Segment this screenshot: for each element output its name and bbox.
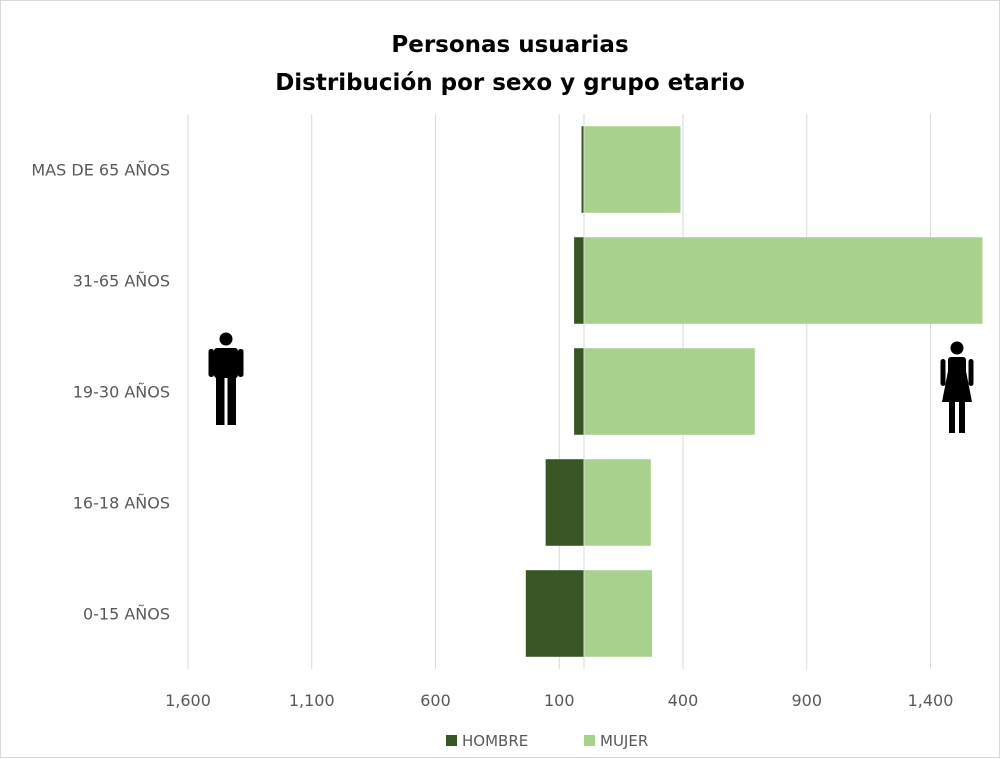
x-axis-tick-labels: 1,600 1,100 600 100 400 900 1,400: [165, 691, 953, 710]
bar-hombre-0: [581, 126, 584, 213]
legend-label-mujer: MUJER: [600, 732, 648, 750]
bar-hombre-3: [545, 459, 584, 546]
x-tick-label: 1,400: [908, 691, 954, 710]
category-label-4: 0-15 AÑOS: [83, 605, 170, 624]
x-tick-label: 100: [544, 691, 575, 710]
legend-swatch-mujer: [584, 735, 595, 746]
legend-label-hombre: HOMBRE: [462, 732, 528, 750]
x-tick-label: 600: [420, 691, 451, 710]
category-label-3: 16-18 AÑOS: [73, 494, 170, 513]
x-tick-label: 900: [791, 691, 822, 710]
legend: HOMBRE MUJER: [446, 732, 648, 750]
female-person-icon: [940, 341, 974, 433]
bar-mujer-1: [584, 237, 983, 324]
chart-title-line-1: Personas usuarias: [391, 32, 628, 58]
category-labels: MAS DE 65 AÑOS 31-65 AÑOS 19-30 AÑOS 16-18 …: [31, 161, 170, 624]
bar-hombre-1: [574, 237, 584, 324]
male-person-icon: [208, 332, 244, 425]
x-tick-label: 1,100: [289, 691, 335, 710]
category-label-1: 31-65 AÑOS: [73, 272, 170, 291]
category-label-0: MAS DE 65 AÑOS: [31, 161, 170, 180]
bar-mujer-2: [584, 348, 755, 435]
x-tick-label: 400: [668, 691, 699, 710]
bars: [525, 114, 983, 669]
x-tick-label: 1,600: [165, 691, 211, 710]
chart-title-line-2: Distribución por sexo y grupo etario: [275, 70, 745, 96]
bar-mujer-3: [584, 459, 651, 546]
bar-hombre-4: [525, 570, 584, 657]
bar-mujer-0: [584, 126, 681, 213]
legend-swatch-hombre: [446, 735, 457, 746]
bar-hombre-2: [574, 348, 584, 435]
category-label-2: 19-30 AÑOS: [73, 383, 170, 402]
bar-mujer-4: [584, 570, 653, 657]
